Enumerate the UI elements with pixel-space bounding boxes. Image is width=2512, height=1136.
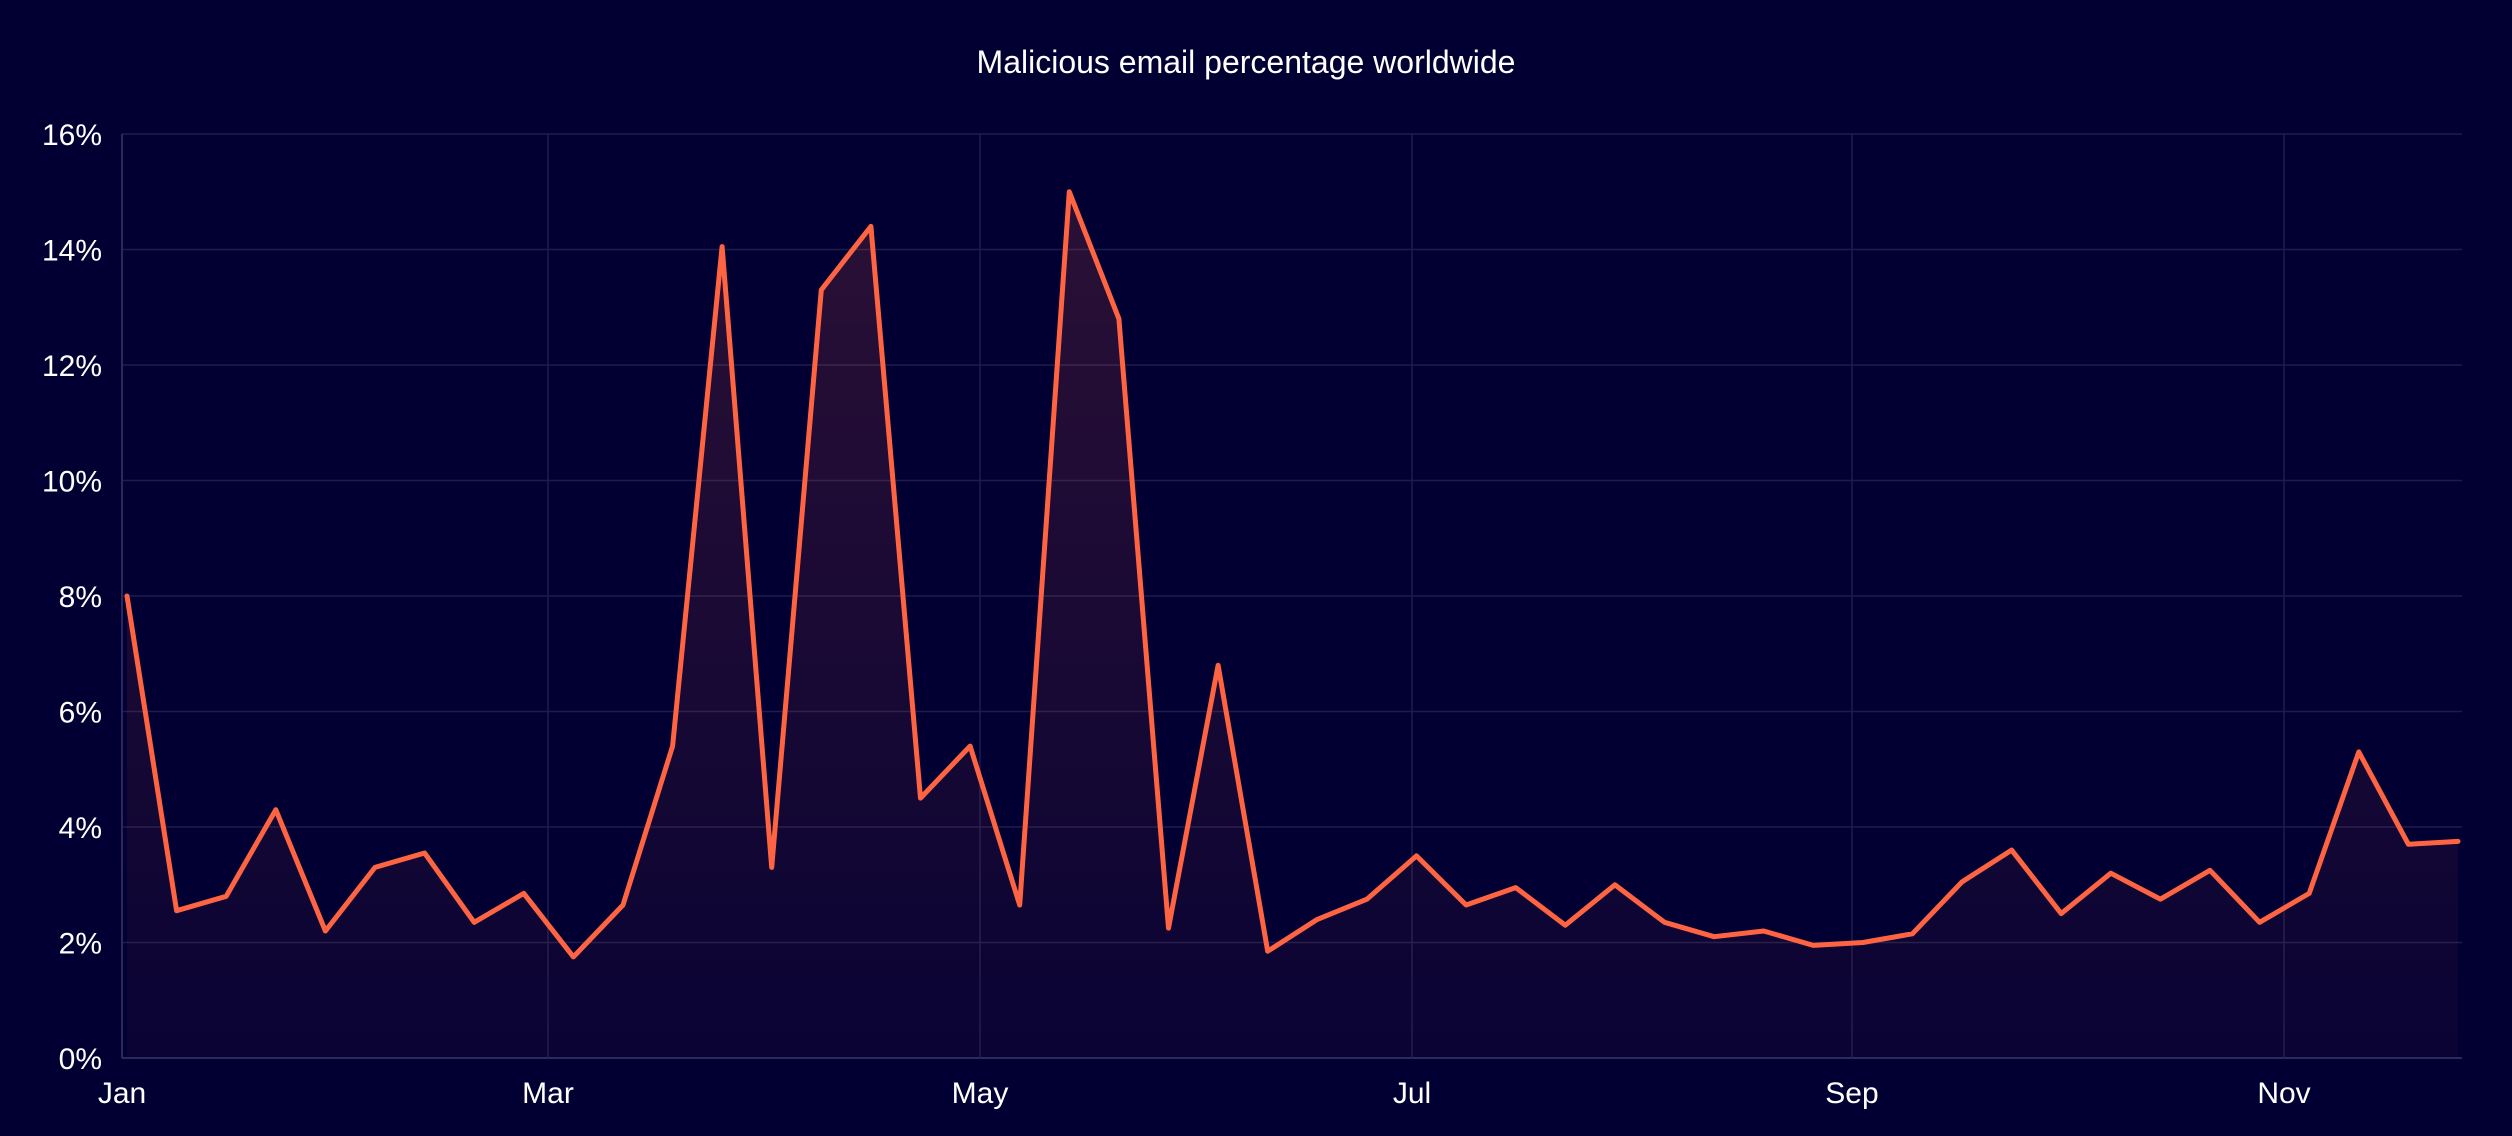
grid-layer — [121, 133, 2462, 1059]
y-tick-label: 14% — [42, 235, 102, 268]
y-tick-label: 10% — [42, 466, 102, 499]
x-tick-label: Mar — [522, 1077, 574, 1110]
x-tick-label: Nov — [2257, 1077, 2310, 1110]
x-tick-label: May — [952, 1077, 1009, 1110]
y-tick-label: 2% — [59, 928, 102, 961]
series-line — [124, 189, 2461, 960]
series-area — [127, 191, 2458, 1059]
y-tick-label: 12% — [42, 350, 102, 383]
y-tick-label: 8% — [59, 581, 102, 614]
y-tick-label: 6% — [59, 697, 102, 730]
x-axis: Jan Mar May Jul Sep Nov — [98, 1077, 2311, 1110]
chart-title: Malicious email percentage worldwide — [977, 44, 1516, 80]
x-tick-label: Sep — [1825, 1077, 1878, 1110]
y-tick-label: 4% — [59, 812, 102, 845]
y-tick-label: 0% — [59, 1043, 102, 1076]
y-axis: 0% 2% 4% 6% 8% 10% 12% 14% 16% — [42, 119, 102, 1076]
x-tick-label: Jul — [1393, 1077, 1431, 1110]
x-tick-label: Jan — [98, 1077, 146, 1110]
y-tick-label: 16% — [42, 119, 102, 152]
